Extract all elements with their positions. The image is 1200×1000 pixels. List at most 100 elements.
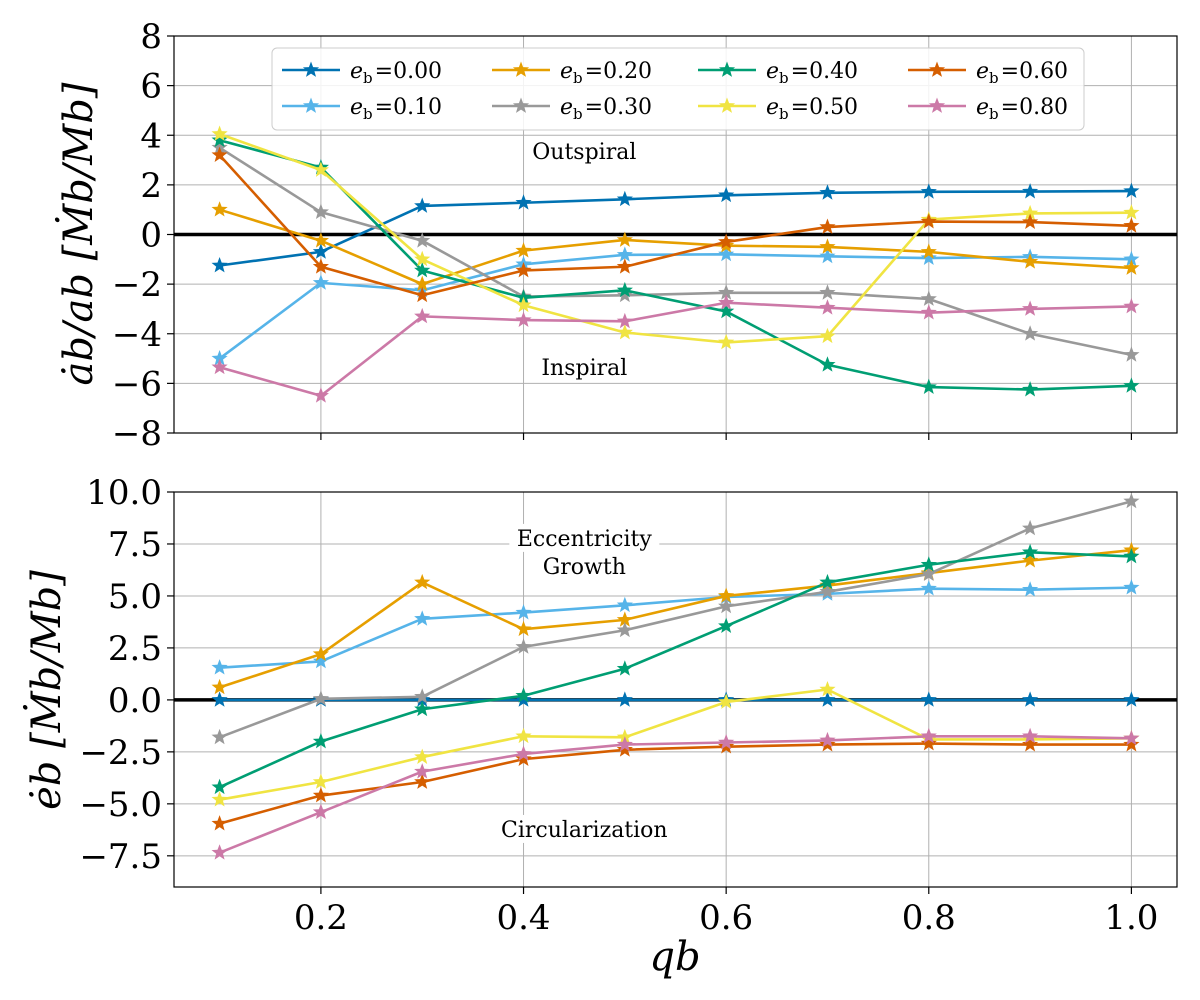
bottom-series-7-point-2 [414,763,431,779]
bottom-series-4-point-7 [920,556,937,572]
top-series-5-point-5 [718,333,735,350]
top-series-5-point-3 [515,296,532,313]
top-series-6-point-3 [515,261,532,278]
bottom-series-3-point-8 [1022,519,1039,536]
bottom-series-5-point-1 [312,773,329,789]
top-series-line-4 [219,138,1132,391]
top-series-6-point-6 [819,218,836,234]
bottom-series-line-6 [219,742,1132,825]
top-series-2-point-1 [312,232,329,248]
bottom-ytick-label-0: −7.5 [79,837,162,877]
top-annotation-0: Outspiral [532,140,636,165]
top-series-5-point-1 [312,161,329,177]
top-series-6-point-5 [718,233,735,249]
bottom-series-1-point-9 [1123,579,1140,595]
top-series-2-point-0 [211,201,228,217]
top-series-5-point-4 [616,324,633,340]
bottom-series-2-point-1 [312,645,329,662]
bottom-series-5-point-3 [515,727,532,744]
top-series-line-6 [218,154,1132,297]
top-series-0-point-3 [515,194,532,210]
top-x-tick-marks [320,433,1133,440]
top-series-2-point-8 [1022,253,1039,269]
top-series-0-point-1 [312,243,329,259]
legend-label-2: eb=0.20 [560,59,652,87]
legend-marker-3 [512,97,530,113]
bottom-xtick-label-2: 0.6 [699,898,753,938]
top-series-7-point-6 [819,299,836,315]
bottom-series-0-point-9 [1123,691,1140,707]
top-ytick-label-3: −2 [112,265,162,305]
top-series-line-3 [218,146,1132,357]
bottom-series-3-point-1 [312,690,329,706]
top-series-0-point-0 [211,257,228,273]
top-series-4-point-5 [718,302,735,319]
legend-label-6: eb=0.60 [976,59,1068,87]
legend-label-1: eb=0.10 [350,95,442,123]
top-series-5-point-9 [1123,204,1140,220]
bottom-series-6-point-7 [920,735,937,751]
top-series-3-point-4 [616,286,633,303]
bottom-y-ticks: −7.5 −5.0 −2.5 0.0 2.5 5.0 7.5 10.0 [79,473,174,877]
bottom-ytick-label-6: 7.5 [108,525,162,565]
top-series-1-point-5 [718,245,735,262]
bottom-ytick-label-7: 10.0 [86,473,162,513]
top-annotation-1: Inspiral [541,356,627,381]
top-series-0-point-7 [920,183,937,199]
top-series-0-point-4 [616,190,633,207]
bottom-ytick-label-5: 5.0 [108,577,162,617]
top-series-4-point-6 [819,356,836,372]
bottom-series-2-point-2 [414,573,431,590]
top-series-line-7 [219,301,1132,398]
bottom-series-0-point-4 [616,691,633,707]
bottom-series-0-point-7 [920,691,937,707]
bottom-series-4-point-6 [819,573,836,590]
bottom-series-7-point-5 [718,734,735,750]
bottom-xtick-label-3: 0.8 [902,898,956,938]
bottom-series-6-point-8 [1022,736,1039,752]
bottom-series-4-point-4 [616,660,633,676]
legend-marker-6 [928,61,946,77]
bottom-series-7-point-6 [819,731,836,748]
bottom-series-3-point-3 [515,638,532,654]
bottom-series-line-3 [219,500,1132,739]
top-series-7-point-9 [1123,297,1140,314]
bottom-annotations: Eccentricity Growth Circularization [492,523,676,843]
top-y-ticks: −8 −6 −4 −2 0 2 4 6 8 [112,17,174,454]
top-series-7-point-4 [616,312,633,329]
top-series-2-point-6 [819,238,836,254]
bottom-series-5-point-0 [211,791,228,807]
top-series-3-point-9 [1123,346,1140,362]
legend-label-0: eb=0.00 [350,59,442,87]
bottom-annotation-bg-0 [509,523,660,552]
legend: eb=0.00 eb=0.10 eb=0.20 eb=0.30 eb=0.40 eb=0.… [271,47,1085,131]
bottom-series-2-point-4 [616,611,633,627]
bottom-series-5-point-6 [819,681,836,697]
legend-marker-1 [302,97,320,113]
top-annotations: Outspiral Inspiral [525,137,643,381]
top-series-3-point-7 [920,290,937,306]
top-ytick-label-6: 4 [140,116,162,156]
bottom-annotation-0: Eccentricity [517,527,652,552]
top-series-7-point-1 [312,387,329,403]
bottom-series-4-point-0 [211,778,228,795]
legend-marker-0 [302,61,320,77]
bottom-series-2-point-0 [211,678,228,695]
bottom-series-5-point-2 [414,748,431,764]
bottom-xtick-label-4: 1.0 [1104,898,1158,938]
legend-marker-7 [928,97,946,113]
top-series-5-point-8 [1022,204,1039,221]
bottom-y-axis-label: ėb [Ṁb/Mb] [23,570,70,810]
legend-marker-5 [718,97,736,113]
bottom-ytick-label-3: 0.0 [108,681,162,721]
legend-label-3: eb=0.30 [560,95,652,123]
top-series-6-point-1 [312,258,329,274]
bottom-series-3-point-4 [616,621,633,638]
top-series-1-point-6 [819,247,836,264]
bottom-ytick-label-1: −5.0 [79,785,162,825]
top-series-2-point-2 [414,275,431,291]
bottom-series-6-point-2 [414,773,431,789]
bottom-series-4-point-2 [414,700,431,717]
bottom-series-4-point-9 [1123,547,1140,564]
top-series-0-point-6 [819,184,836,200]
